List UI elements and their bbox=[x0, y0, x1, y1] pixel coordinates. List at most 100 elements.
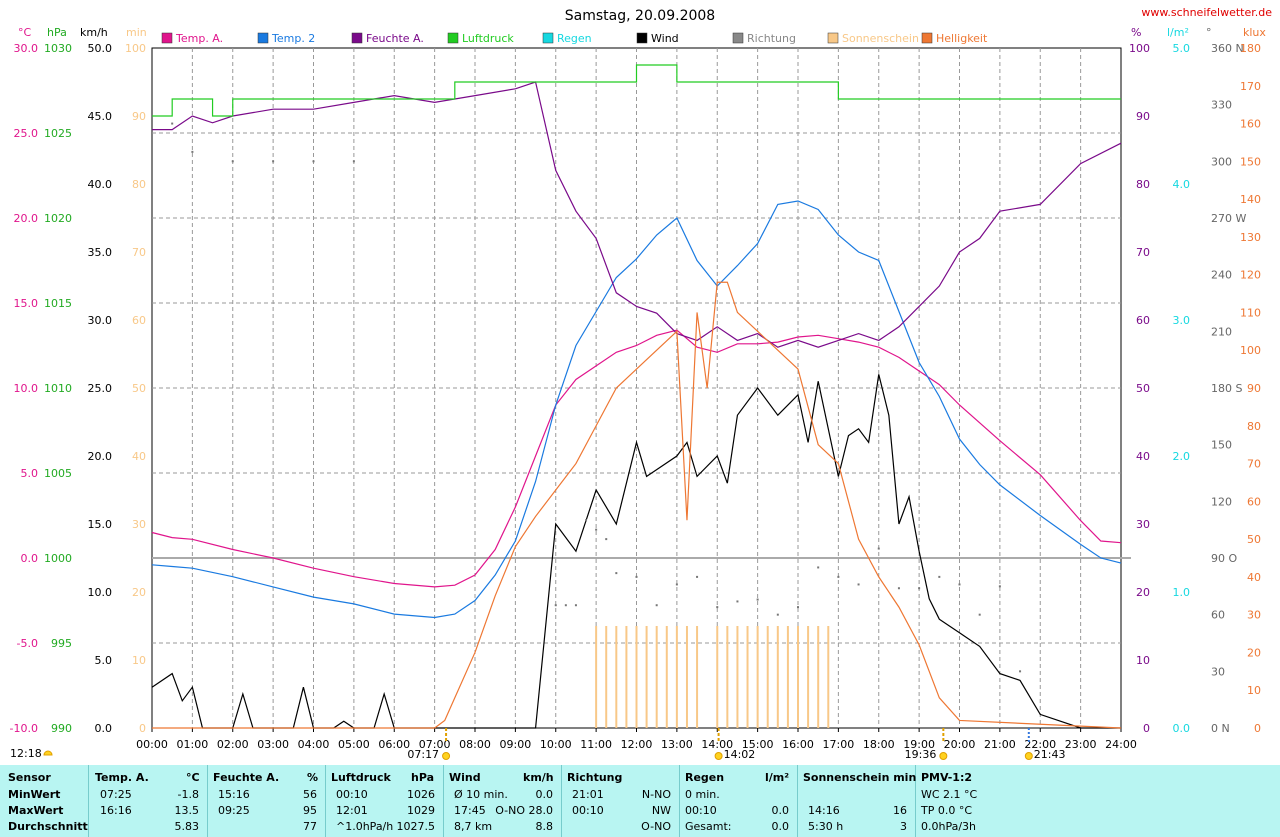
header-sensor: Sensor bbox=[8, 771, 51, 784]
direction-point bbox=[635, 575, 638, 578]
axis-tick-wind: 30.0 bbox=[88, 314, 113, 327]
axis-tick-brightness: 160 bbox=[1240, 118, 1261, 131]
axis-tick-brightness: 90 bbox=[1247, 382, 1261, 395]
axis-tick-humidity: 80 bbox=[1136, 178, 1150, 191]
axis-tick-temp: 5.0 bbox=[21, 467, 39, 480]
legend-swatch bbox=[636, 32, 648, 44]
legend-swatch bbox=[542, 32, 554, 44]
weather-chart: Samstag, 20.09.2008 www.schneifelwetter.… bbox=[10, 6, 1273, 761]
direction-point bbox=[857, 583, 860, 586]
axis-unit-direction: ° bbox=[1206, 26, 1212, 39]
direction-point bbox=[585, 519, 588, 522]
stat-sonne-time: 14:16 bbox=[808, 804, 840, 817]
stat-luft-val: 1027.5 bbox=[396, 820, 436, 833]
axis-tick-temp: 30.0 bbox=[14, 42, 39, 55]
axis-tick-rain: 0.0 bbox=[1173, 722, 1191, 735]
direction-point bbox=[918, 587, 921, 590]
header-feuchte-unit: % bbox=[307, 771, 319, 784]
direction-point bbox=[574, 604, 577, 607]
stat-temp-time: 16:16 bbox=[100, 804, 132, 817]
axis-tick-sunshine: 0 bbox=[139, 722, 146, 735]
direction-point bbox=[655, 604, 658, 607]
axis-tick-direction: 90 O bbox=[1211, 552, 1237, 565]
stat-richtung-time: 00:10 bbox=[572, 804, 604, 817]
axis-tick-temp: 10.0 bbox=[14, 382, 39, 395]
legend-label: Richtung bbox=[747, 32, 796, 45]
direction-point bbox=[756, 598, 759, 601]
axis-tick-humidity: 50 bbox=[1136, 382, 1150, 395]
direction-point bbox=[716, 606, 719, 609]
stat-wind-time: 8,7 km bbox=[454, 820, 493, 833]
axis-tick-wind: 10.0 bbox=[88, 586, 113, 599]
x-tick-label: 21:00 bbox=[984, 738, 1016, 751]
axis-tick-sunshine: 70 bbox=[132, 246, 146, 259]
axis-tick-sunshine: 10 bbox=[132, 654, 146, 667]
header-wind: Wind bbox=[449, 771, 481, 784]
axis-tick-sunshine: 50 bbox=[132, 382, 146, 395]
axis-unit-pressure: hPa bbox=[47, 26, 67, 39]
legend-swatch bbox=[827, 32, 839, 44]
axis-tick-brightness: 50 bbox=[1247, 533, 1261, 546]
axis-tick-sunshine: 60 bbox=[132, 314, 146, 327]
axis-tick-brightness: 180 bbox=[1240, 42, 1261, 55]
stat-feuchte-val: 95 bbox=[303, 804, 317, 817]
separator bbox=[325, 765, 326, 837]
direction-point bbox=[897, 587, 900, 590]
axis-tick-sunshine: 40 bbox=[132, 450, 146, 463]
x-tick-label: 06:00 bbox=[378, 738, 410, 751]
axis-tick-brightness: 150 bbox=[1240, 155, 1261, 168]
axis-tick-direction: 30 bbox=[1211, 665, 1225, 678]
stat-luft-val: 1029 bbox=[407, 804, 435, 817]
axis-tick-rain: 1.0 bbox=[1173, 586, 1191, 599]
header-feuchte: Feuchte A. bbox=[213, 771, 280, 784]
direction-point bbox=[958, 583, 961, 586]
axis-tick-temp: 20.0 bbox=[14, 212, 39, 225]
stat-luft-time: 00:10 bbox=[336, 788, 368, 801]
stat-temp-val: 5.83 bbox=[174, 820, 200, 833]
sunset-marker-label: 19:36 bbox=[905, 748, 937, 761]
x-tick-label: 10:00 bbox=[540, 738, 572, 751]
axis-tick-brightness: 40 bbox=[1247, 571, 1261, 584]
axis-unit-humidity: % bbox=[1131, 26, 1141, 39]
stat-sonne-time: 5:30 h bbox=[808, 820, 844, 833]
axis-tick-direction: 180 S bbox=[1211, 382, 1242, 395]
separator bbox=[797, 765, 798, 837]
x-tick-label: 24:00 bbox=[1105, 738, 1137, 751]
axis-unit-temp: °C bbox=[18, 26, 32, 39]
header-temp: Temp. A. bbox=[95, 771, 149, 784]
moon-marker-label: 21:43 bbox=[1034, 748, 1066, 761]
stat-regen-time: 00:10 bbox=[685, 804, 717, 817]
site-link[interactable]: www.schneifelwetter.de bbox=[1141, 6, 1272, 19]
axis-tick-wind: 0.0 bbox=[95, 722, 113, 735]
header-luftdruck: Luftdruck bbox=[331, 771, 391, 784]
x-tick-label: 02:00 bbox=[217, 738, 249, 751]
axis-tick-brightness: 60 bbox=[1247, 495, 1261, 508]
separator bbox=[207, 765, 208, 837]
axis-tick-rain: 4.0 bbox=[1173, 178, 1191, 191]
legend-label: Regen bbox=[557, 32, 592, 45]
stat-label: Durchschnitt bbox=[8, 820, 88, 833]
header-richtung: Richtung bbox=[567, 771, 623, 784]
header-pmv: PMV-1:2 bbox=[921, 771, 972, 784]
sun-icon bbox=[1024, 752, 1033, 760]
axis-tick-brightness: 80 bbox=[1247, 420, 1261, 433]
axis-unit-brightness: klux bbox=[1243, 26, 1266, 39]
axis-tick-direction: 300 bbox=[1211, 155, 1232, 168]
axis-tick-humidity: 40 bbox=[1136, 450, 1150, 463]
axis-tick-sunshine: 100 bbox=[125, 42, 146, 55]
direction-point bbox=[998, 585, 1001, 588]
stats-panel: Sensor Temp. A. °C Feuchte A. % Luftdruc… bbox=[0, 765, 1280, 837]
stat-wind-time: Ø 10 min. bbox=[454, 788, 508, 801]
stat-feuchte-time: 09:25 bbox=[218, 804, 250, 817]
stat-regen-time: Gesamt: bbox=[685, 820, 732, 833]
legend-label: Feuchte A. bbox=[366, 32, 424, 45]
chart-legend: Temp. A. Temp. 2 Feuchte A. Luftdruck Regen W… bbox=[161, 32, 988, 45]
direction-point bbox=[231, 160, 234, 163]
axis-tick-humidity: 0 bbox=[1143, 722, 1150, 735]
direction-point bbox=[938, 575, 941, 578]
chart-axes: 30.025.020.015.010.05.00.0-5.0-10.010301… bbox=[10, 26, 1267, 751]
axis-unit-wind: km/h bbox=[80, 26, 108, 39]
axis-tick-sunshine: 20 bbox=[132, 586, 146, 599]
axis-tick-direction: 330 bbox=[1211, 99, 1232, 112]
separator bbox=[915, 765, 916, 837]
